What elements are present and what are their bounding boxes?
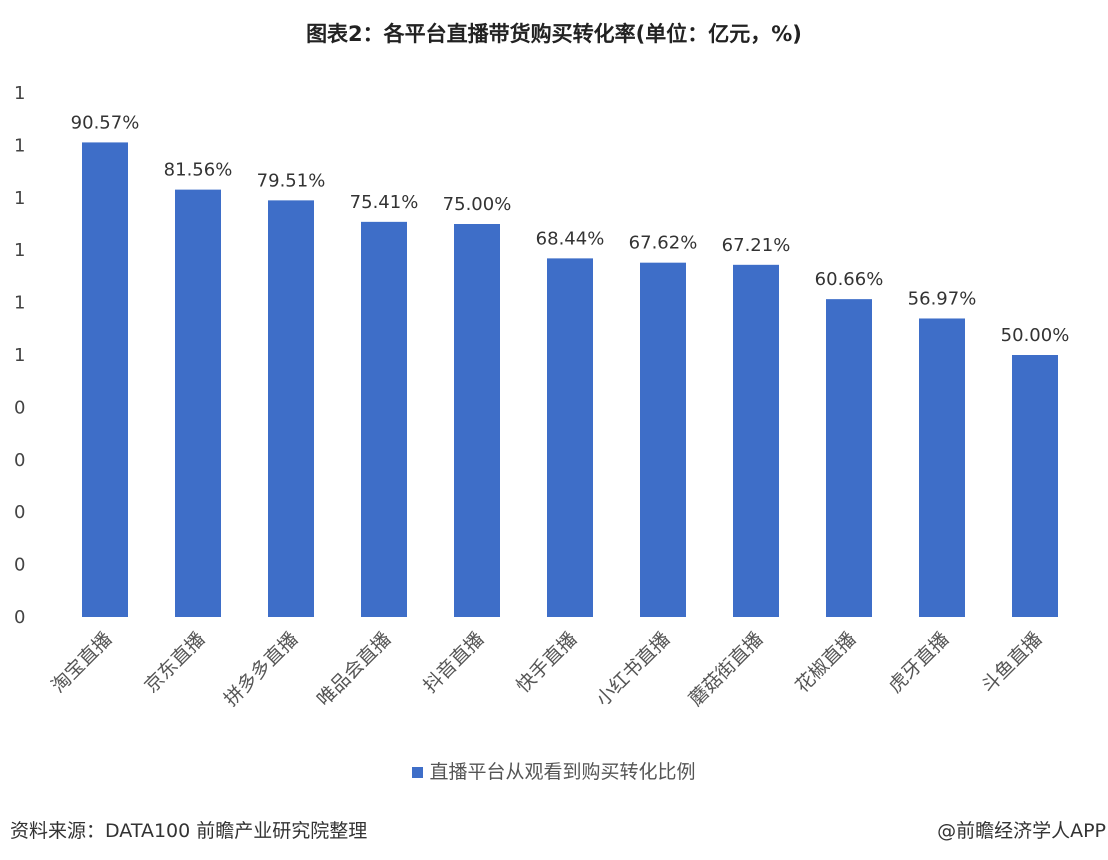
x-tick-label: 蘑菇街直播: [685, 628, 768, 711]
x-tick-label: 拼多多直播: [220, 628, 303, 711]
x-tick-label: 斗鱼直播: [977, 628, 1046, 697]
data-label: 50.00%: [1001, 325, 1070, 346]
x-tick-label: 抖音直播: [419, 628, 488, 697]
y-tick-label: 1: [14, 240, 25, 261]
data-label: 68.44%: [536, 228, 605, 249]
bar: [640, 262, 686, 617]
bar: [733, 264, 779, 617]
x-tick-label: 京东直播: [140, 628, 209, 697]
bar: [454, 224, 500, 617]
x-tick-label: 花椒直播: [791, 628, 860, 697]
credit-note: @前瞻经济学人APP: [937, 820, 1106, 842]
bar: [175, 189, 221, 617]
bar: [268, 200, 314, 617]
y-tick-label: 1: [14, 188, 25, 209]
data-label: 56.97%: [908, 288, 977, 309]
bar: [1012, 355, 1058, 617]
y-tick-label: 1: [14, 135, 25, 156]
y-tick-label: 0: [14, 397, 25, 418]
x-tick-label: 虎牙直播: [884, 628, 953, 697]
bar: [82, 142, 128, 617]
data-label: 75.41%: [350, 192, 419, 213]
y-tick-label: 1: [14, 293, 25, 314]
bar: [826, 299, 872, 617]
y-tick-label: 0: [14, 502, 25, 523]
data-label: 67.62%: [629, 233, 698, 254]
y-tick-label: 0: [14, 450, 25, 471]
data-label: 81.56%: [164, 160, 233, 181]
data-label: 60.66%: [815, 269, 884, 290]
y-tick-label: 0: [14, 607, 25, 628]
chart-title: 图表2：各平台直播带货购买转化率(单位：亿元，%): [306, 22, 802, 46]
data-label: 79.51%: [257, 170, 326, 191]
bar: [919, 318, 965, 617]
legend-swatch: [412, 767, 424, 778]
y-tick-label: 1: [14, 345, 25, 366]
x-tick-label: 淘宝直播: [47, 628, 116, 697]
y-tick-label: 0: [14, 555, 25, 576]
bar-chart: 0 0 0 0 0 1 1 1 1 1 1 90.57% 淘宝直播 81.56% 京东直播 79.51% 拼多多…: [14, 83, 1070, 711]
legend-label: 直播平台从观看到购买转化比例: [429, 761, 696, 783]
bar: [547, 258, 593, 617]
data-label: 75.00%: [443, 194, 512, 215]
x-tick-label: 唯品会直播: [313, 628, 396, 711]
legend: 直播平台从观看到购买转化比例: [0, 757, 1108, 784]
data-label: 90.57%: [71, 112, 140, 133]
source-note: 资料来源：DATA100 前瞻产业研究院整理: [10, 820, 368, 842]
y-tick-label: 1: [14, 83, 25, 104]
x-tick-label: 快手直播: [512, 628, 581, 697]
data-label: 67.21%: [722, 235, 791, 256]
bar: [361, 221, 407, 617]
x-tick-label: 小红书直播: [592, 628, 675, 711]
